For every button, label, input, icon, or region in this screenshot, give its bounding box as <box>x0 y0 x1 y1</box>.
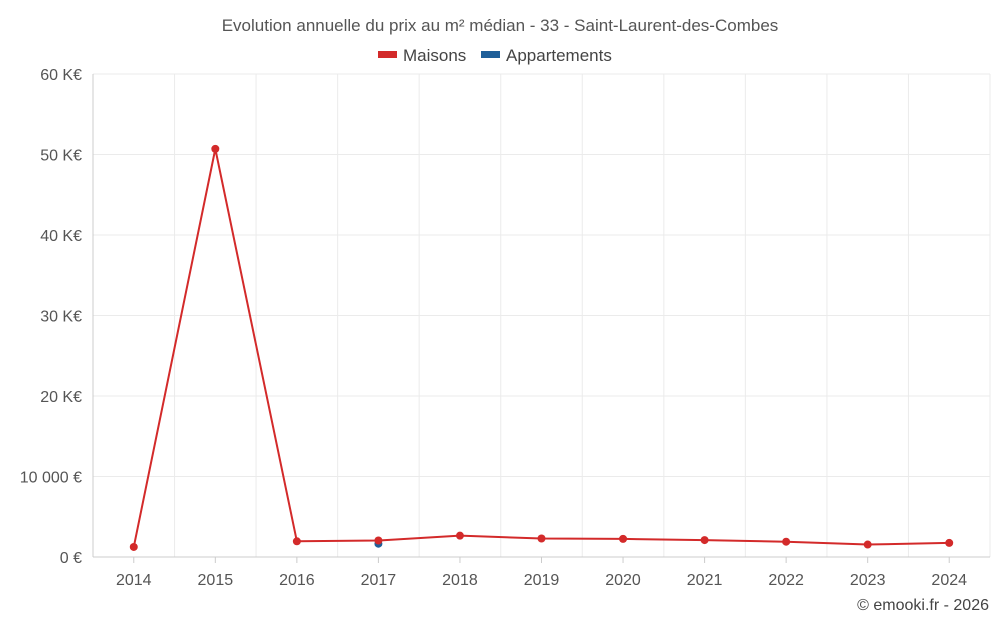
series-layer <box>129 144 954 551</box>
data-point-maisons-2019[interactable] <box>537 534 546 543</box>
x-tick-label: 2021 <box>687 572 723 589</box>
x-axis: 2014 2015 2016 2017 2018 2019 2020 2021 2022 2023… <box>93 556 990 589</box>
x-tick-label: 2017 <box>361 572 397 589</box>
y-tick-label: 30 K€ <box>40 309 82 326</box>
y-tick-label: 50 K€ <box>40 148 82 165</box>
y-tick-label: 40 K€ <box>40 228 82 245</box>
y-axis: 0 € 10 000 € 20 K€ 30 K€ 40 K€ 50 K€ 60 K€ <box>20 67 94 567</box>
grid <box>92 73 991 558</box>
data-point-maisons-2024[interactable] <box>945 538 954 547</box>
y-tick-label: 60 K€ <box>40 67 82 84</box>
credit-text: © emooki.fr - 2026 <box>857 597 989 614</box>
x-tick-label: 2016 <box>279 572 315 589</box>
x-tick-label: 2019 <box>524 572 560 589</box>
data-point-maisons-2016[interactable] <box>292 537 301 546</box>
series-maisons <box>129 144 954 551</box>
data-point-maisons-2018[interactable] <box>455 531 464 540</box>
legend: Maisons Appartements <box>378 46 612 65</box>
data-point-maisons-2017[interactable] <box>374 536 383 545</box>
x-tick-label: 2018 <box>442 572 478 589</box>
data-point-maisons-2014[interactable] <box>129 542 138 551</box>
chart-title: Evolution annuelle du prix au m² médian … <box>222 16 779 35</box>
y-tick-label: 0 € <box>60 550 82 567</box>
legend-item-maisons[interactable]: Maisons <box>378 46 466 65</box>
x-tick-label: 2014 <box>116 572 152 589</box>
y-tick-label: 20 K€ <box>40 389 82 406</box>
data-point-maisons-2023[interactable] <box>863 540 872 549</box>
legend-swatch-appartements <box>481 51 500 58</box>
data-point-maisons-2020[interactable] <box>619 534 628 543</box>
y-tick-label: 10 000 € <box>20 470 82 487</box>
data-point-maisons-2022[interactable] <box>782 537 791 546</box>
legend-item-appartements[interactable]: Appartements <box>481 46 612 65</box>
x-tick-label: 2024 <box>931 572 967 589</box>
legend-label-appartements: Appartements <box>506 46 612 65</box>
x-tick-label: 2023 <box>850 572 886 589</box>
x-tick-label: 2015 <box>198 572 234 589</box>
data-point-maisons-2021[interactable] <box>700 536 709 545</box>
legend-swatch-maisons <box>378 51 397 58</box>
x-tick-label: 2022 <box>768 572 804 589</box>
legend-label-maisons: Maisons <box>403 46 466 65</box>
data-point-maisons-2015[interactable] <box>211 144 220 153</box>
x-tick-label: 2020 <box>605 572 641 589</box>
